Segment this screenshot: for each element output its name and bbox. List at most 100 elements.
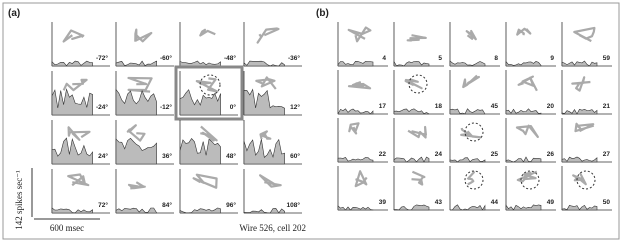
histogram [561, 60, 598, 67]
trajectory [127, 181, 146, 190]
histogram [505, 108, 542, 115]
histogram [393, 204, 430, 211]
cell-label: 60° [290, 152, 300, 160]
cell-label: 72° [98, 201, 108, 209]
histogram [115, 207, 157, 214]
cell-label: 36° [162, 152, 172, 160]
trajectory [404, 78, 423, 90]
trajectory [256, 27, 280, 44]
trajectory [571, 76, 591, 92]
trajectory [347, 80, 372, 90]
histogram [51, 60, 93, 67]
cell-label: -36° [288, 54, 300, 62]
histogram [51, 207, 93, 214]
figure-border [2, 2, 620, 240]
cell-label: 59 [603, 55, 611, 62]
dashed-circle [576, 170, 596, 190]
histogram [505, 204, 542, 211]
cell-label: 96° [226, 201, 236, 209]
trajectory [62, 29, 85, 43]
histogram [449, 108, 486, 115]
dashed-circle [520, 170, 540, 190]
cell-label: 49 [547, 199, 555, 206]
trajectory [200, 125, 218, 142]
trajectory [407, 125, 427, 139]
cell-label: 48° [226, 152, 236, 160]
trajectory [134, 28, 153, 43]
histogram [337, 157, 374, 163]
histogram [449, 60, 486, 67]
histogram [51, 88, 93, 116]
trajectory [255, 76, 277, 90]
dashed-circle [464, 170, 484, 190]
histogram [337, 60, 374, 67]
trajectory [406, 34, 427, 42]
histogram [505, 156, 542, 163]
trajectory [516, 170, 538, 183]
histogram [243, 60, 285, 67]
trajectory [347, 26, 372, 43]
cell-label: 43 [435, 199, 443, 206]
trajectory [354, 170, 368, 188]
cell-label: 108° [287, 201, 301, 209]
cell-label: 45 [491, 103, 499, 110]
histogram [561, 156, 598, 163]
cell-label: 50 [603, 199, 611, 206]
cell-label: 4 [382, 55, 386, 62]
trajectory [127, 76, 153, 93]
histogram [393, 156, 430, 163]
caption: Wire 526, cell 202 [239, 223, 306, 233]
panel-label: (b) [316, 8, 329, 19]
histogram [115, 137, 157, 165]
trajectory [515, 124, 539, 138]
cell-label: 22 [379, 151, 387, 158]
cell-label: 24 [435, 151, 443, 158]
trajectory [460, 127, 482, 139]
trajectory [574, 122, 595, 133]
trajectory [126, 124, 146, 142]
rate-scale: 142 spikes sec⁻¹ [14, 170, 24, 230]
trajectory [67, 126, 91, 141]
histogram [115, 60, 157, 67]
histogram [243, 208, 285, 214]
histogram [337, 108, 374, 115]
cell-label: 27 [603, 151, 611, 158]
histogram [243, 88, 285, 116]
trajectory [411, 170, 426, 186]
histogram [51, 137, 93, 165]
cell-label: 8 [494, 55, 498, 62]
histogram [449, 157, 486, 163]
dashed-circle [408, 74, 428, 94]
cell-label: -24° [96, 103, 108, 111]
histogram [449, 204, 486, 211]
trajectory [466, 171, 475, 186]
histogram [505, 60, 542, 67]
histogram [337, 205, 374, 211]
trajectory [195, 77, 219, 93]
trajectory [462, 74, 480, 89]
dashed-circle [199, 74, 221, 96]
cell-label: -48° [224, 54, 236, 62]
cell-label: 9 [550, 55, 554, 62]
highlight [174, 65, 244, 121]
histogram [179, 138, 221, 165]
cell-label: -72° [96, 54, 108, 62]
cell-label: 20 [547, 103, 555, 110]
cell-label: 18 [435, 103, 443, 110]
histogram [115, 88, 157, 116]
histogram [179, 207, 221, 214]
trajectory [192, 173, 218, 189]
trajectory [62, 78, 88, 92]
cell-label: -12° [160, 103, 172, 111]
histogram [179, 60, 221, 67]
trajectory [572, 172, 587, 186]
trajectory [517, 75, 538, 92]
cell-label: -60° [160, 54, 172, 62]
trajectory [465, 29, 477, 41]
trajectory [573, 26, 596, 43]
cell-label: 26 [547, 151, 555, 158]
cell-label: 12° [290, 103, 300, 111]
cell-label: 17 [379, 103, 387, 110]
histogram [393, 60, 430, 67]
cell-label: 25 [491, 151, 499, 158]
